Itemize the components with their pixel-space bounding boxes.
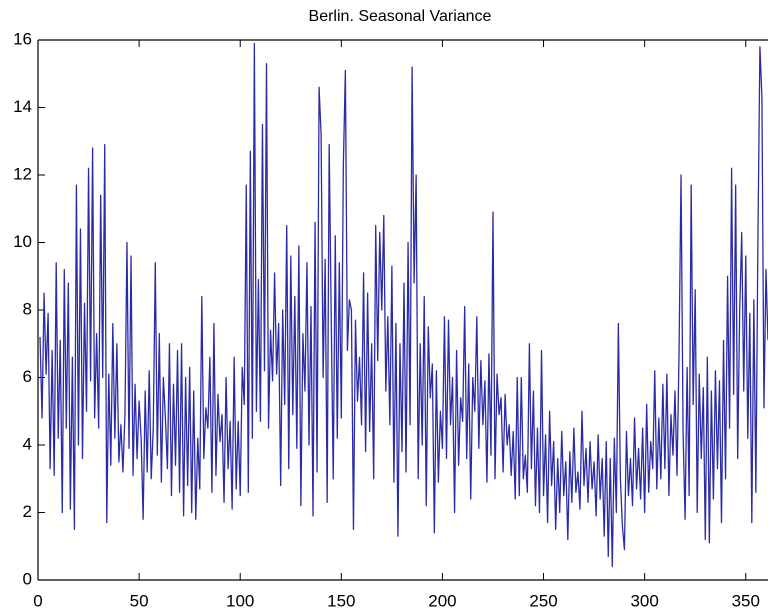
x-tick-label: 50 <box>130 591 149 610</box>
y-tick-label: 4 <box>23 434 32 453</box>
data-line <box>39 42 768 568</box>
chart-title: Berlin. Seasonal Variance <box>309 8 492 25</box>
y-tick-label: 2 <box>23 502 32 521</box>
x-tick-label: 300 <box>630 591 658 610</box>
y-tick-label: 12 <box>13 164 32 183</box>
y-tick-label: 10 <box>13 232 32 251</box>
y-tick-label: 8 <box>23 299 32 318</box>
y-tick-label: 16 <box>13 29 32 48</box>
y-tick-label: 6 <box>23 367 32 386</box>
x-tick-label: 200 <box>428 591 456 610</box>
x-tick-label: 250 <box>529 591 557 610</box>
y-tick-label: 0 <box>23 569 32 588</box>
x-tick-label: 100 <box>226 591 254 610</box>
y-tick-label: 14 <box>13 97 32 116</box>
x-tick-label: 0 <box>33 591 42 610</box>
x-tick-label: 350 <box>732 591 760 610</box>
x-tick-label: 150 <box>327 591 355 610</box>
